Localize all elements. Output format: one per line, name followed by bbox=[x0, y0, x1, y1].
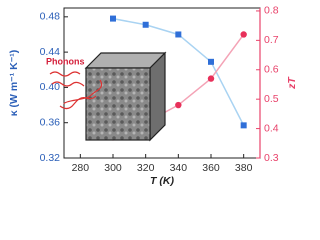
y2-axis-label: zT bbox=[286, 76, 298, 90]
data-point bbox=[142, 21, 149, 28]
y-tick-label: 0.48 bbox=[40, 11, 61, 23]
data-point bbox=[110, 15, 116, 22]
x-tick-label: 340 bbox=[170, 162, 188, 174]
data-point bbox=[175, 101, 182, 109]
y-axis-label: κ (W m⁻¹ K⁻¹) bbox=[8, 50, 20, 117]
chart: 280 300 320 340 360 380 0.32 0.36 0.40 0.44 0.48 0.… bbox=[8, 5, 298, 187]
data-point bbox=[208, 58, 214, 65]
x-tick-label: 300 bbox=[104, 162, 122, 174]
inset-cube bbox=[49, 51, 167, 142]
x-tick-label: 380 bbox=[235, 162, 253, 174]
data-point bbox=[240, 31, 247, 38]
data-point bbox=[240, 122, 247, 129]
y-tick-label: 0.40 bbox=[40, 81, 61, 93]
y2-tick-label: 0.7 bbox=[264, 34, 279, 46]
annotation: Phonons bbox=[46, 56, 85, 66]
y2-tick-label: 0.6 bbox=[264, 64, 279, 76]
x-axis-label: T (K) bbox=[150, 175, 174, 187]
y-tick-label: 0.36 bbox=[40, 116, 61, 128]
y-tick-label: 0.44 bbox=[40, 46, 61, 58]
data-point bbox=[175, 31, 182, 38]
data-point bbox=[207, 75, 215, 82]
y-tick-label: 0.32 bbox=[40, 152, 61, 164]
x-tick-label: 360 bbox=[202, 162, 220, 174]
y2-tick-label: 0.8 bbox=[264, 5, 279, 17]
x-tick-label: 280 bbox=[72, 162, 90, 174]
y2-tick-label: 0.3 bbox=[264, 152, 279, 164]
y2-tick-label: 0.4 bbox=[264, 122, 279, 134]
x-tick-label: 320 bbox=[137, 162, 155, 174]
y2-tick-label: 0.5 bbox=[264, 93, 279, 105]
